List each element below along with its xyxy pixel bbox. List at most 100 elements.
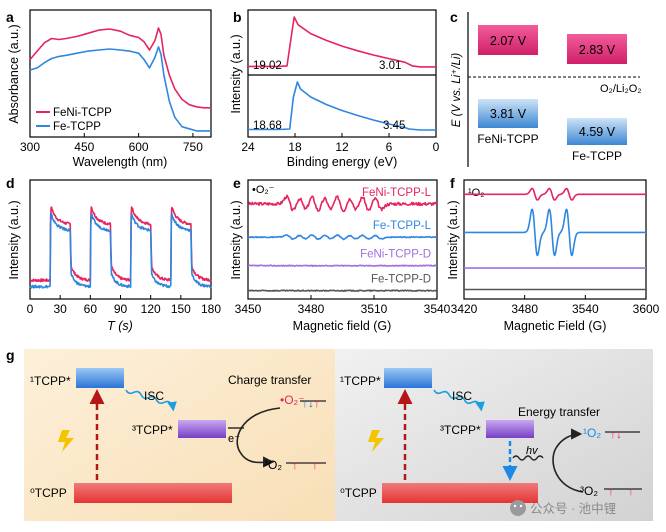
energy-box: [478, 25, 538, 55]
x-tick-label: 3540: [424, 302, 451, 316]
onset-label: 3.45: [383, 120, 405, 132]
onset-label: 19.02: [253, 60, 282, 72]
plot-frame: [29, 9, 212, 138]
x-tick-label: 0: [27, 302, 34, 316]
panel-f: f ¹O₂ 3420 3480 3540 3600 Magnetic Field (G…: [446, 175, 660, 333]
plot-frame: [29, 179, 212, 300]
series-line: [247, 289, 438, 292]
x-tick-label: 12: [335, 140, 349, 154]
light-icon: [58, 430, 74, 452]
mechanism-title: Energy transfer: [518, 405, 600, 419]
x-axis-label: T (s): [107, 319, 133, 333]
wechat-icon-eye: [519, 504, 523, 508]
x-tick-label: 6: [386, 140, 393, 154]
wechat-icon: [510, 500, 526, 516]
spin-up-icon: ↑: [314, 396, 320, 410]
spin-pair-icon: ↑↓: [610, 427, 622, 441]
x-tick-label: 60: [84, 302, 98, 316]
y-axis-label: Intensity (a.u.): [7, 200, 21, 279]
x-axis-label-symbol: T (s): [107, 319, 133, 333]
singlet-excited-level: [384, 368, 432, 388]
corner-label: ¹O₂: [468, 187, 485, 199]
ground-state-level: [74, 483, 232, 503]
reference-label: O₂/Li₂O₂: [600, 83, 642, 95]
plot-frame: [463, 179, 647, 300]
panel-letter: c: [450, 9, 458, 25]
isc-label: ISC: [144, 389, 164, 403]
series-line: [247, 194, 438, 213]
series-label: Fe-TCPP-L: [373, 220, 432, 232]
singlet-oxygen-label: ¹O₂: [583, 426, 601, 440]
hv-label: hv: [526, 445, 539, 457]
series-line: [248, 16, 436, 68]
energy-box-label: 2.83 V: [579, 43, 616, 57]
series-line: [29, 206, 212, 283]
x-tick-label: 3600: [633, 302, 660, 316]
x-tick-label: 0: [433, 140, 440, 154]
triplet-label: ³TCPP*: [440, 423, 481, 437]
series-label: FeNi-TCPP-L: [362, 187, 432, 199]
energy-transfer-scheme: ¹TCPP* ⁰TCPP ³TCPP* ISC Energy transfer …: [340, 368, 642, 503]
x-tick-label: 3510: [361, 302, 388, 316]
x-tick-label: 450: [74, 140, 94, 154]
series-line: [247, 264, 438, 268]
y-axis-label: Absorbance (a.u.): [7, 24, 21, 123]
x-tick-label: 300: [20, 140, 40, 154]
panel-letter: f: [450, 175, 455, 191]
x-tick-label: 3420: [451, 302, 478, 316]
panel-a: a 300 450 600 750 FeNi-TCPP Fe-TCPP Waveleng…: [6, 9, 212, 169]
panel-letter: a: [6, 9, 14, 25]
panel-letter: d: [6, 175, 15, 191]
x-axis-label: Magnetic field (G): [293, 319, 392, 333]
series-line: [248, 81, 436, 131]
y-axis-label: Intensity (a.u.): [229, 34, 243, 113]
energy-box: [567, 34, 627, 64]
legend-label: Fe-TCPP: [53, 121, 101, 133]
mechanism-title: Charge transfer: [228, 373, 311, 387]
isc-label: ISC: [452, 389, 472, 403]
series-line: [463, 187, 647, 201]
electron-transfer-arrow: [236, 407, 281, 468]
x-tick-label: 18: [288, 140, 302, 154]
ground-state-label: ⁰TCPP: [30, 486, 67, 500]
x-tick-label: 30: [53, 302, 67, 316]
spin-up-icon: ↑: [608, 484, 614, 498]
onset-label: 18.68: [253, 120, 282, 132]
legend-label: FeNi-TCPP: [53, 107, 112, 119]
y-axis-label: Intensity (a.u.): [446, 200, 460, 279]
ground-state-level: [382, 483, 538, 503]
plot-frame: [247, 179, 438, 300]
energy-box: [478, 99, 538, 128]
spin-up-icon: ↑: [628, 484, 634, 498]
panel-d: d 0 30 60 90 120 150 180 T (s) Intensity (a.u.…: [6, 175, 221, 333]
category-label: FeNi-TCPP: [477, 132, 538, 146]
wechat-icon-eye: [513, 504, 517, 508]
plot-frame: [247, 9, 437, 138]
x-axis-label: Wavelength (nm): [73, 155, 168, 169]
singlet-excited-label: ¹TCPP*: [340, 374, 381, 388]
oxygen-label: ³O₂: [580, 484, 598, 498]
energy-box-label: 3.81 V: [490, 107, 527, 121]
light-icon: [368, 430, 384, 452]
oxygen-label: ³O₂: [264, 458, 282, 472]
triplet-level: [178, 420, 226, 438]
panel-letter: b: [233, 9, 242, 25]
ground-state-label: ⁰TCPP: [340, 486, 377, 500]
series-label: FeNi-TCPP-D: [360, 249, 431, 261]
energy-box-label: 2.07 V: [490, 34, 527, 48]
isc-arrow: [433, 389, 485, 412]
panel-e: e •O₂⁻ 3450 3480 3510 3540 FeNi-TCPP-L Fe-TC…: [229, 175, 451, 333]
x-tick-label: 3480: [511, 302, 538, 316]
charge-transfer-scheme: ¹TCPP* ⁰TCPP ³TCPP* ISC Charge transfer …: [30, 368, 326, 503]
x-tick-label: 150: [171, 302, 191, 316]
singlet-excited-level: [76, 368, 124, 388]
x-axis-label: Binding energy (eV): [287, 155, 397, 169]
photon-wave-icon: [512, 455, 544, 461]
series-line: [29, 27, 211, 109]
corner-label: •O₂⁻: [252, 184, 275, 196]
x-tick-label: 24: [241, 140, 255, 154]
superoxide-label: •O₂⁻: [280, 393, 305, 407]
x-tick-label: 3480: [298, 302, 325, 316]
series-line: [463, 208, 647, 257]
x-tick-label: 600: [129, 140, 149, 154]
